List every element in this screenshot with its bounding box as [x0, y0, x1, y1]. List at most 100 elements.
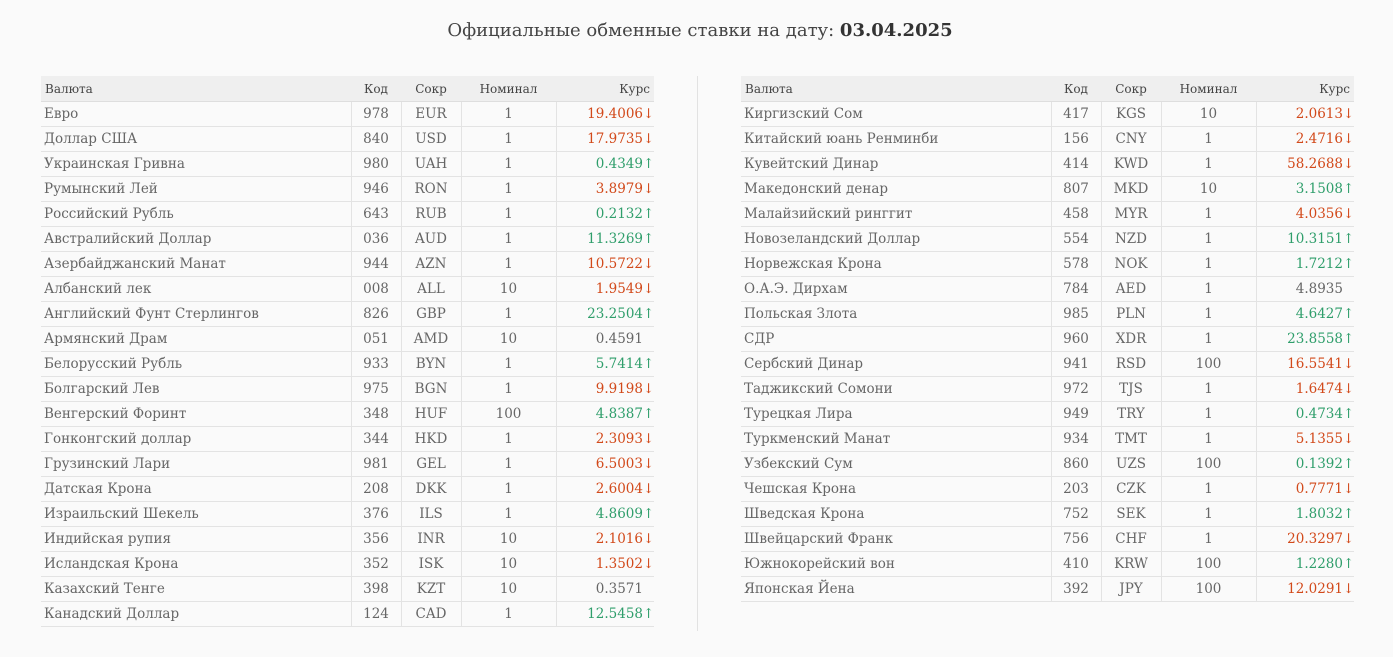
- column-header-rate[interactable]: Курс: [1256, 76, 1354, 102]
- currency-code-cell: 981: [350, 451, 401, 477]
- currency-nominal-cell: 1: [1160, 501, 1256, 527]
- arrow-down-icon: ↓: [1343, 131, 1354, 147]
- rate-value: 9.9198: [595, 381, 643, 397]
- table-row: Доллар США 840 USD 1 17.9735↓: [41, 126, 654, 152]
- page-title-date: 03.04.2025: [839, 20, 953, 41]
- currency-nominal-cell: 1: [1160, 126, 1256, 152]
- rate-value: 5.7414: [595, 356, 643, 372]
- table-row: Кувейтский Динар 414 KWD 1 58.2688↓: [741, 151, 1354, 177]
- currency-short-cell: PLN: [1100, 301, 1161, 327]
- currency-code-cell: 960: [1050, 326, 1101, 352]
- currency-short-cell: MYR: [1100, 201, 1161, 227]
- arrow-down-icon: ↓: [1343, 206, 1354, 222]
- currency-code-cell: 203: [1050, 476, 1101, 502]
- column-header-short[interactable]: Сокр: [1101, 76, 1161, 102]
- rate-value: 1.8032: [1295, 506, 1343, 522]
- currency-short-cell: GBP: [400, 301, 461, 327]
- currency-code-cell: 980: [350, 151, 401, 177]
- rate-value: 11.3269: [587, 231, 643, 247]
- arrow-up-icon: ↑: [643, 156, 654, 172]
- currency-code-cell: 392: [1050, 576, 1101, 602]
- currency-nominal-cell: 1: [460, 501, 556, 527]
- table-row: Болгарский Лев 975 BGN 1 9.9198↓: [41, 376, 654, 402]
- currency-code-cell: 051: [350, 326, 401, 352]
- currency-code-cell: 946: [350, 176, 401, 202]
- arrow-down-icon: ↓: [643, 531, 654, 547]
- table-row: Сербский Динар 941 RSD 100 16.5541↓: [741, 351, 1354, 377]
- arrow-up-icon: ↑: [643, 206, 654, 222]
- arrow-down-icon: ↓: [1343, 431, 1354, 447]
- currency-nominal-cell: 10: [460, 576, 556, 602]
- column-header-code[interactable]: Код: [351, 76, 401, 102]
- column-header-nominal[interactable]: Номинал: [461, 76, 556, 102]
- currency-short-cell: HKD: [400, 426, 461, 452]
- currency-name-cell: Гонконгский доллар: [41, 426, 351, 452]
- column-header-rate[interactable]: Курс: [556, 76, 654, 102]
- currency-nominal-cell: 1: [460, 426, 556, 452]
- currency-code-cell: 807: [1050, 176, 1101, 202]
- currency-code-cell: 578: [1050, 251, 1101, 277]
- currency-nominal-cell: 1: [1160, 276, 1256, 302]
- table-row: Венгерский Форинт 348 HUF 100 4.8387↑: [41, 401, 654, 427]
- currency-code-cell: 826: [350, 301, 401, 327]
- rate-value: 17.9735: [587, 131, 643, 147]
- currency-nominal-cell: 1: [1160, 301, 1256, 327]
- currency-rate-cell: 10.5722↓: [555, 251, 654, 277]
- table-row: Норвежская Крона 578 NOK 1 1.7212↑: [741, 251, 1354, 277]
- currency-code-cell: 978: [350, 101, 401, 127]
- rate-value: 16.5541: [1287, 356, 1343, 372]
- currency-code-cell: 840: [350, 126, 401, 152]
- rate-value: 5.1355: [1295, 431, 1343, 447]
- table-header-row: Валюта Код Сокр Номинал Курс: [41, 76, 654, 102]
- currency-nominal-cell: 1: [1160, 201, 1256, 227]
- currency-rate-cell: 0.7771↓: [1255, 476, 1354, 502]
- currency-short-cell: CNY: [1100, 126, 1161, 152]
- rates-table-body: Евро 978 EUR 1 19.4006↓ Доллар США 840 USD 1 17.9…: [41, 101, 654, 627]
- currency-nominal-cell: 1: [460, 251, 556, 277]
- table-row: Белорусский Рубль 933 BYN 1 5.7414↑: [41, 351, 654, 377]
- currency-code-cell: 414: [1050, 151, 1101, 177]
- page-title: Официальные обменные ставки на дату: 03.…: [0, 20, 1393, 41]
- column-header-currency[interactable]: Валюта: [41, 76, 351, 102]
- currency-short-cell: CHF: [1100, 526, 1161, 552]
- arrow-up-icon: ↑: [643, 406, 654, 422]
- currency-name-cell: Малайзийский ринггит: [741, 201, 1051, 227]
- currency-short-cell: HUF: [400, 401, 461, 427]
- arrow-down-icon: ↓: [643, 456, 654, 472]
- currency-rate-cell: 23.8558↑: [1255, 326, 1354, 352]
- currency-name-cell: Чешская Крона: [741, 476, 1051, 502]
- currency-rate-cell: 12.5458↑: [555, 601, 654, 627]
- rate-value: 3.8979: [595, 181, 643, 197]
- currency-name-cell: Таджикский Сомони: [741, 376, 1051, 402]
- currency-nominal-cell: 1: [1160, 526, 1256, 552]
- arrow-down-icon: ↓: [643, 556, 654, 572]
- currency-short-cell: TMT: [1100, 426, 1161, 452]
- currency-code-cell: 944: [350, 251, 401, 277]
- column-header-short[interactable]: Сокр: [401, 76, 461, 102]
- currency-short-cell: RSD: [1100, 351, 1161, 377]
- column-header-currency[interactable]: Валюта: [741, 76, 1051, 102]
- currency-short-cell: UZS: [1100, 451, 1161, 477]
- arrow-up-icon: ↑: [1343, 306, 1354, 322]
- table-row: Армянский Драм 051 AMD 10 0.4591: [41, 326, 654, 352]
- currency-rate-cell: 4.8609↑: [555, 501, 654, 527]
- currency-nominal-cell: 1: [460, 301, 556, 327]
- arrow-up-icon: ↑: [1343, 456, 1354, 472]
- currency-code-cell: 376: [350, 501, 401, 527]
- currency-short-cell: AUD: [400, 226, 461, 252]
- rate-value: 3.1508: [1295, 181, 1343, 197]
- currency-name-cell: Кувейтский Динар: [741, 151, 1051, 177]
- currency-rate-cell: 9.9198↓: [555, 376, 654, 402]
- currency-name-cell: Македонский денар: [741, 176, 1051, 202]
- column-header-nominal[interactable]: Номинал: [1161, 76, 1256, 102]
- currency-code-cell: 784: [1050, 276, 1101, 302]
- arrow-down-icon: ↓: [643, 481, 654, 497]
- rate-value: 1.3502: [595, 556, 643, 572]
- column-header-code[interactable]: Код: [1051, 76, 1101, 102]
- table-row: Канадский Доллар 124 CAD 1 12.5458↑: [41, 601, 654, 627]
- currency-rate-cell: 11.3269↑: [555, 226, 654, 252]
- currency-code-cell: 975: [350, 376, 401, 402]
- rate-value: 6.5003: [595, 456, 643, 472]
- currency-rate-cell: 2.3093↓: [555, 426, 654, 452]
- table-row: Македонский денар 807 MKD 10 3.1508↑: [741, 176, 1354, 202]
